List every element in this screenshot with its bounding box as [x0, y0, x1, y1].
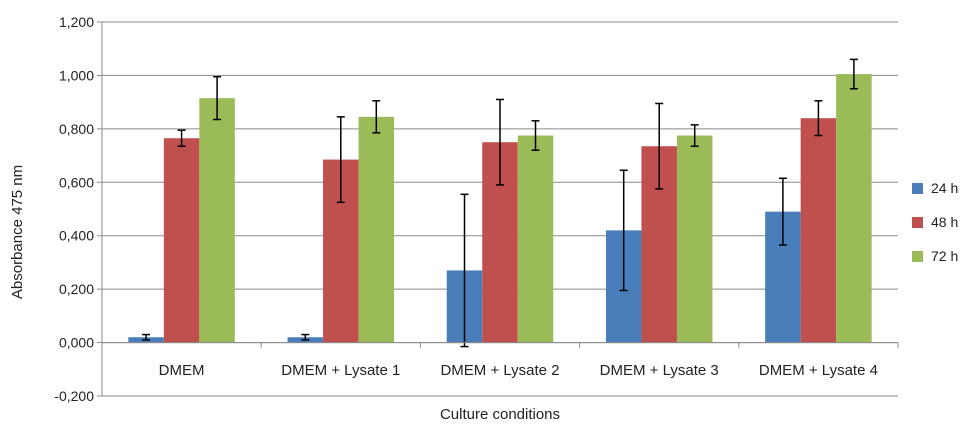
- legend-label: 72 h: [931, 248, 958, 264]
- y-tick-label: 0,000: [59, 335, 94, 351]
- legend: 24 h 48 h 72 h: [912, 180, 958, 264]
- bar: [358, 116, 395, 343]
- bar: [199, 98, 235, 343]
- y-axis-label: Absorbance 475 nm: [9, 165, 26, 299]
- bar: [517, 135, 554, 343]
- legend-swatch: [912, 217, 923, 228]
- bars: [128, 58, 872, 348]
- y-tick-label: -0,200: [54, 388, 94, 404]
- x-tick-label: DMEM + Lysate 1: [281, 362, 400, 379]
- y-tick-label: 1,200: [59, 14, 94, 30]
- x-tick-label: DMEM + Lysate 3: [600, 362, 719, 379]
- y-tick-label: 1,000: [59, 67, 94, 83]
- y-tick-label: 0,400: [59, 228, 94, 244]
- bar: [676, 135, 713, 343]
- bar: [836, 74, 872, 343]
- y-tick-label: 0,800: [59, 121, 94, 137]
- bar: [163, 138, 200, 343]
- legend-label: 24 h: [931, 180, 958, 196]
- x-axis-label: Culture conditions: [440, 406, 560, 423]
- x-tick-label: DMEM: [159, 362, 205, 379]
- legend-label: 48 h: [931, 214, 958, 230]
- bar: [800, 118, 837, 343]
- axes: -0,200 0,000 0,200 0,400 0,600 0,800 1,000 1,20…: [54, 14, 899, 404]
- x-tick-label: DMEM + Lysate 4: [759, 362, 878, 379]
- y-tick-label: 0,600: [59, 174, 94, 190]
- legend-swatch: [912, 183, 923, 194]
- y-tick-label: 0,200: [59, 281, 94, 297]
- x-tick-label: DMEM + Lysate 2: [440, 362, 559, 379]
- legend-swatch: [912, 251, 923, 262]
